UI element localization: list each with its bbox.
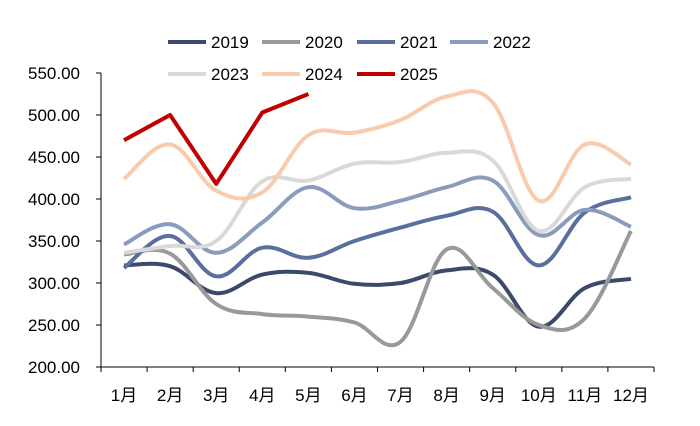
legend-item-2021: 2021 (357, 33, 438, 52)
legend-item-2023: 2023 (168, 65, 249, 84)
series-line-2022 (123, 175, 632, 255)
series-line-2024 (122, 89, 633, 204)
series-line-2019 (123, 261, 632, 329)
y-tick-label: 400.00 (28, 190, 80, 209)
legend-item-2020: 2020 (262, 33, 343, 52)
y-tick-label: 450.00 (28, 148, 80, 167)
legend-label: 2025 (400, 65, 438, 84)
legend: 2019 2020 2021 2022 2023 2024 2025 (168, 33, 531, 84)
y-tick-label: 300.00 (28, 274, 80, 293)
legend-item-2022: 2022 (450, 33, 531, 52)
legend-label: 2019 (211, 33, 249, 52)
legend-label: 2023 (211, 65, 249, 84)
x-tick-label: 2月 (157, 386, 183, 405)
x-tick-label: 10月 (521, 386, 557, 405)
y-tick-label: 200.00 (28, 358, 80, 377)
x-tick-label: 8月 (433, 386, 459, 405)
x-tick-label: 12月 (613, 386, 649, 405)
x-tick-label: 9月 (479, 386, 505, 405)
x-tick-label: 1月 (111, 386, 137, 405)
legend-label: 2021 (400, 33, 438, 52)
legend-label: 2022 (493, 33, 531, 52)
series-line-2021 (122, 195, 632, 279)
series-layer (122, 89, 633, 348)
x-tick-label: 11月 (568, 386, 603, 405)
legend-item-2025: 2025 (357, 65, 438, 84)
legend-item-2019: 2019 (168, 33, 249, 52)
y-tick-label: 500.00 (28, 106, 80, 125)
x-tick-label: 5月 (295, 386, 321, 405)
legend-item-2024: 2024 (262, 65, 343, 84)
series-line-2023 (123, 149, 632, 255)
y-tick-label: 350.00 (28, 232, 80, 251)
x-tick-label: 3月 (203, 386, 229, 405)
x-tick-label: 4月 (249, 386, 275, 405)
legend-label: 2024 (305, 65, 343, 84)
y-tick-label: 250.00 (28, 316, 80, 335)
x-tick-label: 7月 (387, 386, 413, 405)
legend-label: 2020 (305, 33, 343, 52)
y-tick-label: 550.00 (28, 64, 80, 83)
axes-layer: 200.00 250.00 300.00 350.00 400.00 450.00 500.… (28, 64, 655, 405)
series-line-2020 (123, 229, 633, 348)
series-line-2025 (123, 92, 310, 186)
x-tick-label: 6月 (341, 386, 367, 405)
